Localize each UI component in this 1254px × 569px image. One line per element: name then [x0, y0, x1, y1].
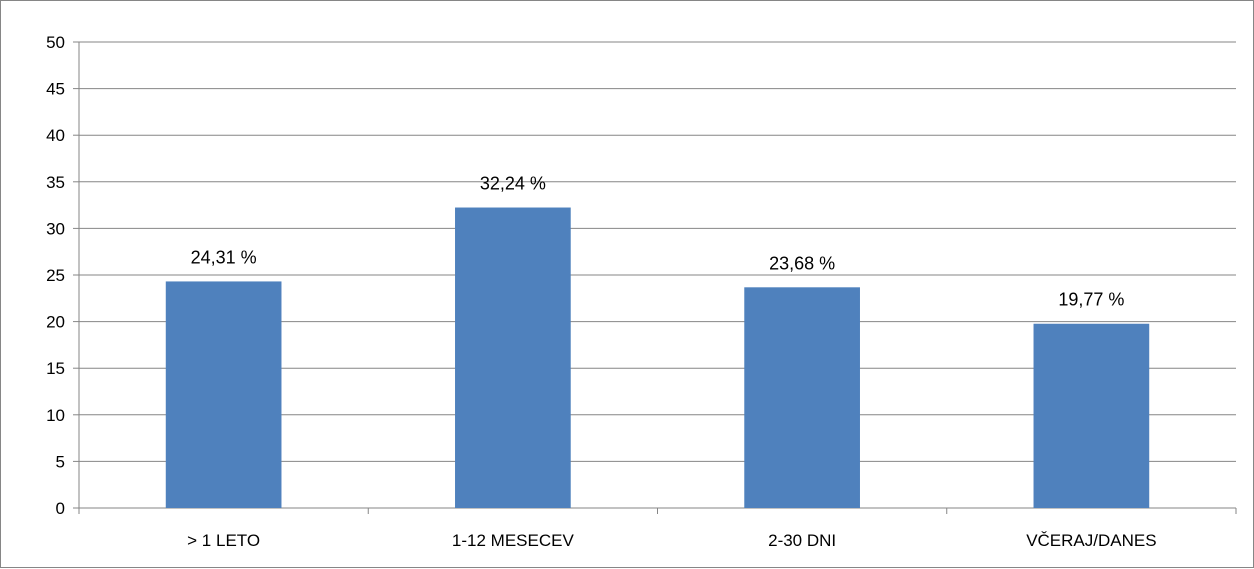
x-category-label: 1-12 MESECEV: [452, 531, 575, 550]
x-category-label: > 1 LETO: [187, 531, 260, 550]
data-label: 23,68 %: [769, 253, 835, 273]
bar: [165, 281, 282, 508]
y-tick-label: 45: [46, 80, 65, 99]
y-tick-label: 15: [46, 359, 65, 378]
bar: [455, 207, 571, 508]
y-tick-label: 35: [46, 173, 65, 192]
bar: [744, 287, 860, 508]
y-tick-label: 40: [46, 126, 65, 145]
y-tick-label: 5: [56, 452, 65, 471]
data-label: 24,31 %: [191, 247, 257, 267]
x-category-label: VČERAJ/DANES: [1026, 531, 1156, 550]
bar: [1033, 323, 1150, 508]
data-label: 19,77 %: [1058, 290, 1124, 310]
y-tick-label: 50: [46, 33, 65, 52]
data-label: 32,24 %: [480, 174, 546, 194]
y-tick-label: 10: [46, 406, 65, 425]
y-tick-label: 25: [46, 266, 65, 285]
y-tick-label: 20: [46, 313, 65, 332]
x-category-label: 2-30 DNI: [768, 531, 836, 550]
y-tick-label: 30: [46, 219, 65, 238]
y-tick-label: 0: [56, 499, 65, 518]
